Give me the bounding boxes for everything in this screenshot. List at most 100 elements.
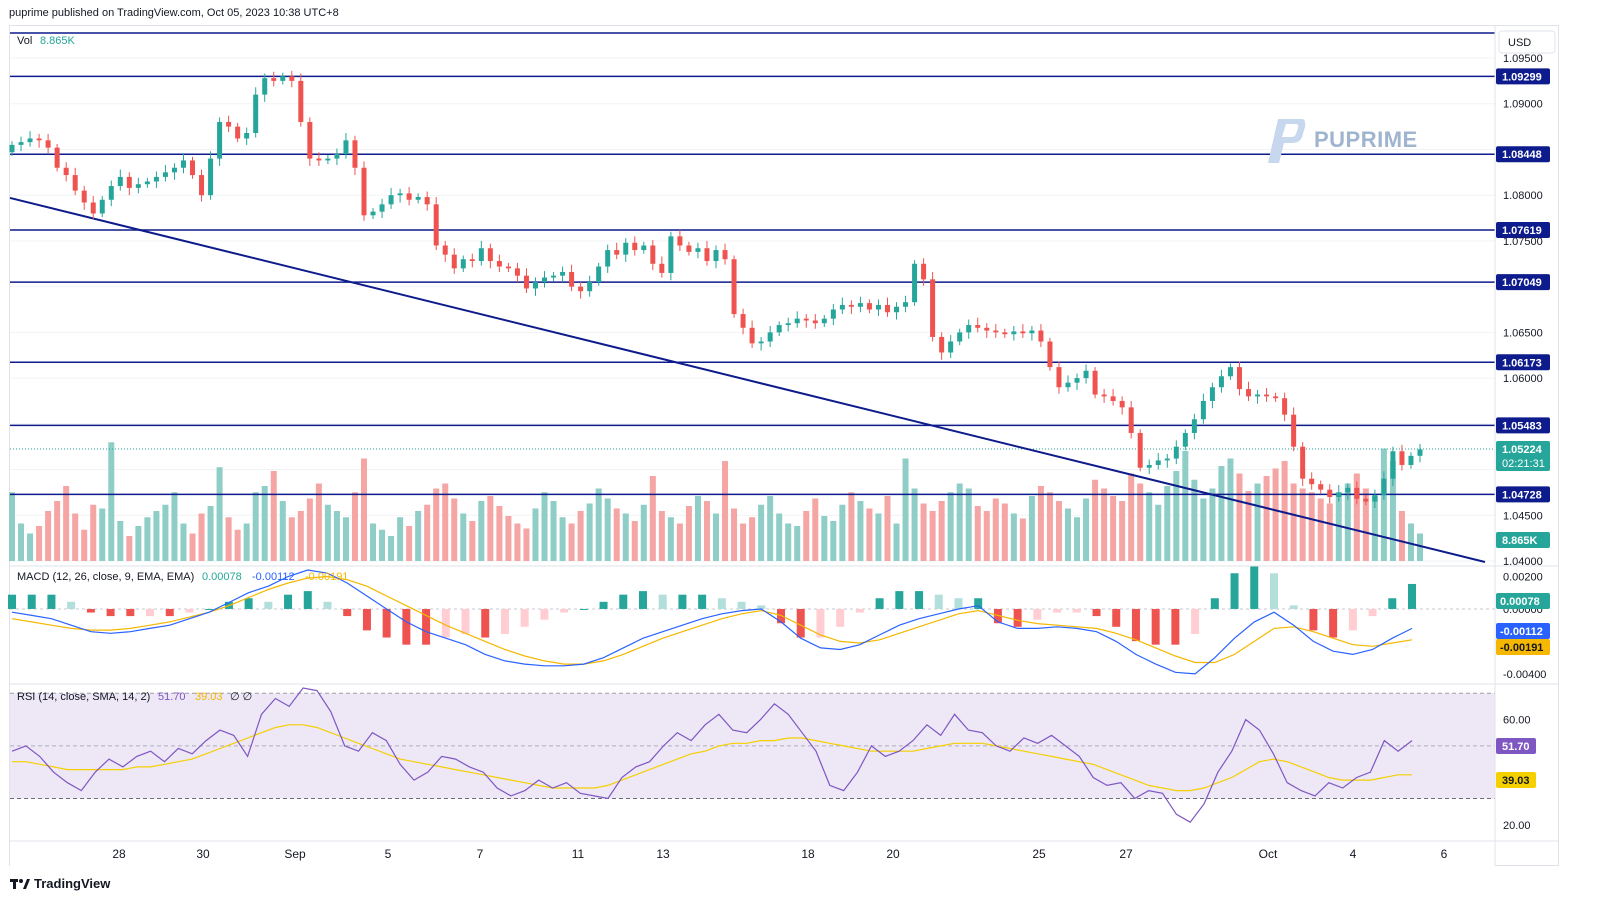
candle-body bbox=[1246, 389, 1252, 397]
volume-bar bbox=[324, 504, 331, 561]
macd-histogram-bar bbox=[855, 608, 864, 613]
candle-body bbox=[794, 318, 800, 324]
candle-body bbox=[1200, 400, 1206, 420]
volume-bar bbox=[144, 517, 151, 561]
time-axis-label: 5 bbox=[385, 847, 392, 861]
volume-bar bbox=[604, 498, 611, 561]
currency-button-box[interactable] bbox=[1498, 30, 1556, 54]
candle-body bbox=[1164, 458, 1170, 461]
candle-body bbox=[334, 154, 340, 159]
candle-body bbox=[948, 341, 954, 353]
volume-bar bbox=[288, 517, 295, 561]
candle-body bbox=[1119, 400, 1125, 408]
volume-bar bbox=[1254, 483, 1261, 561]
volume-bar bbox=[1209, 488, 1216, 561]
volume-bar bbox=[713, 513, 719, 561]
volume-bar bbox=[884, 496, 891, 561]
time-axis-label: Sep bbox=[284, 847, 306, 861]
candle-body bbox=[144, 181, 150, 185]
candle-body bbox=[352, 140, 358, 168]
volume-bar bbox=[45, 511, 52, 561]
macd-legend-macd: -0.00112 bbox=[252, 571, 295, 583]
candle-body bbox=[659, 263, 665, 273]
candle-body bbox=[226, 122, 232, 127]
volume-bar bbox=[225, 517, 232, 561]
macd-value-tag bbox=[1496, 639, 1550, 655]
volume-bar bbox=[676, 523, 683, 561]
candle-body bbox=[406, 193, 412, 200]
candle-body bbox=[975, 325, 981, 328]
macd-histogram-bar bbox=[1269, 573, 1278, 609]
macd-histogram-bar bbox=[1033, 608, 1042, 620]
macd-histogram-bar bbox=[67, 601, 76, 609]
volume-bar bbox=[171, 492, 178, 561]
volume-bar bbox=[1317, 498, 1324, 561]
volume-bar bbox=[514, 523, 521, 561]
macd-histogram-bar bbox=[185, 608, 194, 613]
candle-body bbox=[1029, 330, 1035, 334]
volume-bar bbox=[631, 521, 638, 561]
volume-bar bbox=[333, 511, 340, 561]
volume-bar bbox=[956, 483, 963, 561]
macd-histogram-bar bbox=[1191, 608, 1200, 634]
trendline[interactable] bbox=[9, 196, 1486, 563]
candle-body bbox=[713, 250, 719, 262]
volume-bar bbox=[460, 513, 467, 561]
currency-button[interactable]: USD bbox=[1508, 37, 1531, 49]
volume-bar bbox=[920, 503, 927, 561]
candle-body bbox=[1291, 414, 1297, 447]
volume-bar bbox=[1281, 461, 1288, 561]
macd-histogram-bar bbox=[1289, 605, 1298, 609]
candle-body bbox=[1273, 396, 1279, 399]
candle-body bbox=[812, 320, 818, 324]
candle-body bbox=[1191, 419, 1197, 433]
macd-histogram-bar bbox=[1112, 608, 1121, 627]
candle-body bbox=[433, 204, 439, 246]
candle-body bbox=[532, 282, 538, 289]
macd-histogram-bar bbox=[1171, 608, 1180, 645]
macd-histogram-bar bbox=[500, 608, 509, 634]
volume-bar bbox=[234, 529, 241, 561]
trendline-segment[interactable] bbox=[9, 196, 1486, 563]
volume-bar bbox=[658, 511, 665, 561]
candle-body bbox=[740, 314, 746, 328]
candle-body bbox=[686, 245, 692, 252]
volume-bar bbox=[1398, 511, 1405, 561]
candle-body bbox=[117, 176, 123, 187]
candle-body bbox=[830, 309, 836, 319]
volume-bar bbox=[1037, 486, 1044, 561]
price-axis-tick: 1.06000 bbox=[1503, 373, 1543, 385]
candle-body bbox=[930, 279, 936, 337]
volume-bar bbox=[667, 517, 674, 561]
candle-body bbox=[623, 242, 629, 255]
publish-header: puprime published on TradingView.com, Oc… bbox=[9, 7, 339, 19]
volume-bar bbox=[1263, 476, 1270, 561]
volume-bar bbox=[81, 529, 88, 561]
price-axis-tick: 1.09500 bbox=[1503, 53, 1543, 65]
volume-bar bbox=[1137, 483, 1144, 561]
volume-bar bbox=[361, 458, 367, 561]
candle-body bbox=[27, 138, 33, 143]
macd-histogram-bar bbox=[86, 608, 95, 613]
candle-body bbox=[1020, 331, 1026, 334]
macd-histogram-bar bbox=[599, 601, 608, 609]
macd-histogram-bar bbox=[836, 608, 845, 627]
macd-histogram-bar bbox=[422, 608, 431, 645]
candle-body bbox=[199, 175, 205, 196]
footer: TradingView bbox=[10, 876, 110, 891]
volume-bar bbox=[740, 523, 747, 561]
macd-histogram-bar bbox=[27, 594, 36, 609]
current-price-tag bbox=[1496, 441, 1550, 472]
volume-bar bbox=[99, 508, 106, 561]
rsi-axis-tick: 20.00 bbox=[1503, 820, 1531, 832]
volume-bar bbox=[875, 513, 882, 561]
volume-bar bbox=[731, 508, 738, 561]
time-axis-label: 4 bbox=[1350, 847, 1357, 861]
volume-bar bbox=[1173, 471, 1180, 561]
candle-body bbox=[343, 140, 349, 155]
macd-histogram-bar bbox=[1309, 608, 1318, 631]
candle-body bbox=[884, 304, 890, 313]
macd-histogram-bar bbox=[1348, 608, 1357, 631]
rsi-ma-line bbox=[12, 724, 1412, 792]
